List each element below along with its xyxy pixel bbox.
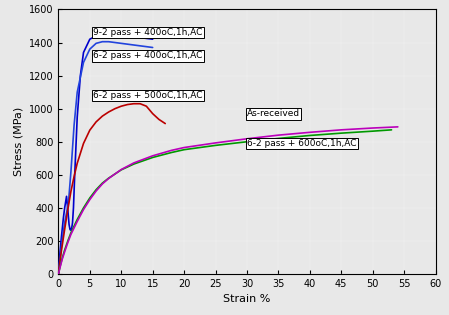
Text: 9-2 pass + 400oC,1h,AC: 9-2 pass + 400oC,1h,AC [93, 28, 202, 37]
Y-axis label: Stress (MPa): Stress (MPa) [13, 107, 23, 176]
X-axis label: Strain %: Strain % [223, 295, 271, 305]
Text: 6-2 pass + 400oC,1h,AC: 6-2 pass + 400oC,1h,AC [93, 51, 202, 60]
Text: 6-2 pass + 600oC,1h,AC: 6-2 pass + 600oC,1h,AC [247, 139, 357, 148]
Text: 6-2 pass + 500oC,1h,AC: 6-2 pass + 500oC,1h,AC [93, 91, 202, 100]
Text: As-received: As-received [247, 110, 300, 118]
